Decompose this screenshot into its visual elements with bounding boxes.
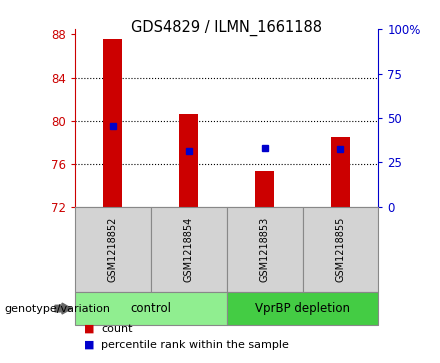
Text: control: control xyxy=(130,302,171,315)
Text: ■: ■ xyxy=(84,323,94,334)
Text: ■: ■ xyxy=(84,340,94,350)
Text: GSM1218852: GSM1218852 xyxy=(108,217,118,282)
Bar xyxy=(179,114,198,207)
Text: GSM1218854: GSM1218854 xyxy=(183,217,194,282)
Text: GSM1218855: GSM1218855 xyxy=(335,217,345,282)
Text: percentile rank within the sample: percentile rank within the sample xyxy=(101,340,289,350)
Bar xyxy=(331,137,350,207)
Text: count: count xyxy=(101,323,133,334)
Bar xyxy=(103,39,122,207)
Text: GDS4829 / ILMN_1661188: GDS4829 / ILMN_1661188 xyxy=(131,20,322,36)
Bar xyxy=(255,171,274,207)
Text: GSM1218853: GSM1218853 xyxy=(260,217,270,282)
Text: VprBP depletion: VprBP depletion xyxy=(255,302,350,315)
Text: genotype/variation: genotype/variation xyxy=(4,303,110,314)
